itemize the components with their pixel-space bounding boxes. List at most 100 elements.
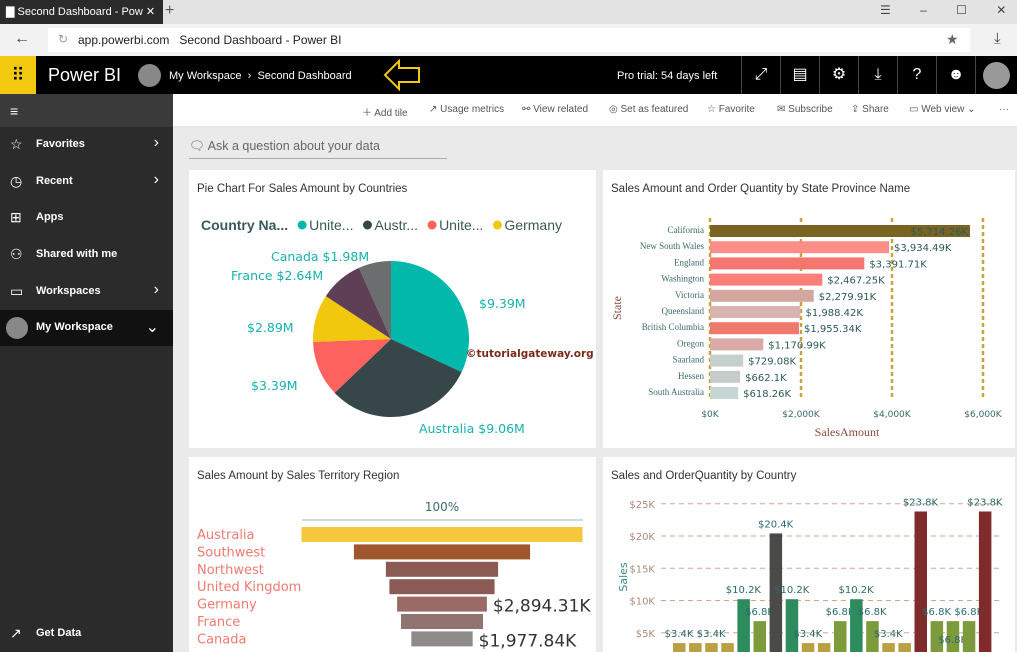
browser-tab[interactable]: ▇ Second Dashboard - Pow ✕ <box>0 0 163 24</box>
sidebar-item-apps[interactable]: ⊞ Apps <box>0 200 173 236</box>
view-related-button[interactable]: ⚯ View related <box>522 104 589 115</box>
star-icon[interactable]: ★ <box>946 31 959 47</box>
legend-title: Country Na... <box>201 217 288 233</box>
favorite-button[interactable]: ☆ Favorite <box>707 104 755 115</box>
sidebar-item-label: Workspaces <box>36 285 101 297</box>
column-bar <box>834 621 847 652</box>
new-tab-button[interactable]: + <box>165 2 175 19</box>
column-bar <box>962 621 976 652</box>
column-bar <box>898 643 911 652</box>
clock-icon: ◷ <box>10 173 23 189</box>
fullscreen-icon[interactable]: ⤢ <box>741 56 780 94</box>
sidebar-item-workspaces[interactable]: ▭ Workspaces › <box>0 274 173 310</box>
column-bar <box>737 599 750 652</box>
funnel-bar <box>411 631 473 647</box>
pie-chart: Country Na... Unite... Austr... Unite... Ger… <box>201 217 594 436</box>
tile-pie[interactable]: Pie Chart For Sales Amount by Countries … <box>189 170 596 448</box>
reload-icon[interactable]: ↻ <box>58 32 69 46</box>
sidebar-item-shared[interactable]: ⚇ Shared with me <box>0 237 173 273</box>
bar <box>710 257 865 270</box>
x-tick-label: $4,000K <box>873 410 911 420</box>
data-label: $20.4K <box>758 519 794 530</box>
column-bar <box>689 643 702 652</box>
tile-funnel[interactable]: Sales Amount by Sales Territory Region 1… <box>189 457 596 652</box>
feedback-smiley-icon[interactable]: ☻ <box>936 56 975 94</box>
sidebar-item-recent[interactable]: ◷ Recent › <box>0 164 173 200</box>
chevron-down-icon[interactable]: ⌄ <box>145 319 159 336</box>
url-input[interactable]: app.powerbi.com Second Dashboard - Power… <box>48 28 970 52</box>
data-label: $3.4K <box>697 629 726 640</box>
share-button[interactable]: ⇪ Share <box>851 104 889 115</box>
y-tick-label: Victoria <box>675 290 704 300</box>
category-label: United Kingdom <box>197 580 301 595</box>
app-launcher-icon[interactable]: ⠿ <box>0 56 36 94</box>
tile-bar[interactable]: Sales Amount and Order Quantity by State… <box>603 170 1015 448</box>
arrow-annotation-icon <box>383 58 420 92</box>
avatar <box>138 64 161 87</box>
sidebar-item-label: Shared with me <box>36 248 118 260</box>
help-icon[interactable]: ? <box>897 56 936 94</box>
download-icon[interactable]: ⤓ <box>858 56 897 94</box>
tile-title: Sales Amount by Sales Territory Region <box>197 470 400 482</box>
pie-slice <box>334 339 462 417</box>
bar <box>710 387 739 399</box>
sidebar-item-label: My Workspace <box>36 321 113 333</box>
funnel-bar <box>353 544 531 560</box>
x-tick-label: $6,000K <box>964 410 1002 420</box>
sidebar-item-label: Apps <box>36 211 64 223</box>
data-label: $618.26K <box>743 389 791 400</box>
chevron-right-icon[interactable]: › <box>153 134 159 151</box>
y-tick-label: British Columbia <box>642 322 704 332</box>
qa-input[interactable]: 🗨 Ask a question about your data <box>189 139 447 159</box>
gear-icon[interactable]: ⚙ <box>819 56 858 94</box>
chevron-right-icon[interactable]: › <box>153 171 159 188</box>
funnel-chart: 100% Australia Southwest Northwest United Ki… <box>197 500 591 651</box>
get-data-button[interactable]: ↗ Get Data <box>0 616 173 652</box>
data-label: $10.2K <box>774 585 810 596</box>
category-label: Germany <box>197 598 257 613</box>
back-icon[interactable]: ← <box>14 30 30 47</box>
subscribe-button[interactable]: ✉ Subscribe <box>777 104 833 115</box>
column-bar <box>850 599 863 652</box>
web-view-dropdown[interactable]: ▭ Web view ⌄ <box>909 104 976 115</box>
legend-marker <box>362 220 372 230</box>
bar <box>710 354 744 367</box>
slice-label: Canada $1.98M <box>271 249 369 264</box>
data-label: $5,714.26K <box>911 227 969 238</box>
legend-marker <box>492 220 502 230</box>
bar <box>710 241 890 254</box>
y-tick-label: South Australia <box>648 387 704 397</box>
legend-entry: Unite... <box>309 217 353 233</box>
tile-title: Sales and OrderQuantity by Country <box>611 470 797 482</box>
sidebar-item-favorites[interactable]: ☆ Favorites › <box>0 127 173 163</box>
column-bar <box>673 643 686 652</box>
data-label: $1,170.99K <box>768 340 826 351</box>
usage-metrics-button[interactable]: ↗ Usage metrics <box>429 104 505 115</box>
window-controls[interactable]: ☰ – ☐ ✕ <box>880 3 1007 17</box>
data-label: $3,391.71K <box>869 259 927 270</box>
category-label: Australia <box>197 528 255 543</box>
funnel-bar <box>401 614 483 629</box>
set-featured-button[interactable]: ◎ Set as featured <box>609 104 689 115</box>
nav-toggle[interactable]: ≡ <box>0 94 173 127</box>
sidebar-item-my-workspace[interactable]: My Workspace ⌄ <box>0 310 173 346</box>
more-options-icon[interactable]: ··· <box>999 104 1009 115</box>
add-tile-button[interactable]: ＋ Add tile <box>362 108 408 119</box>
y-tick-label: $25K <box>629 500 655 511</box>
tile-combo[interactable]: Sales and OrderQuantity by Country $5K $1… <box>603 457 1015 652</box>
brand[interactable]: Power BI <box>48 65 122 85</box>
download-icon[interactable]: ⤓ <box>994 30 1001 47</box>
user-menu[interactable] <box>975 56 1017 94</box>
tile-title: Sales Amount and Order Quantity by State… <box>611 183 911 195</box>
notifications-icon[interactable]: ▤ <box>780 56 819 94</box>
data-label: $10.2K <box>839 585 875 596</box>
pie-slice <box>358 261 391 339</box>
chevron-right-icon[interactable]: › <box>153 281 159 298</box>
avatar <box>983 62 1010 89</box>
legend-entry: Germany <box>504 217 562 233</box>
column-bar <box>801 643 815 652</box>
breadcrumb-workspace[interactable]: My Workspace <box>169 70 242 82</box>
data-label: $6.8K <box>826 607 855 618</box>
column-bar <box>866 621 879 652</box>
tile-title: Pie Chart For Sales Amount by Countries <box>197 183 408 195</box>
